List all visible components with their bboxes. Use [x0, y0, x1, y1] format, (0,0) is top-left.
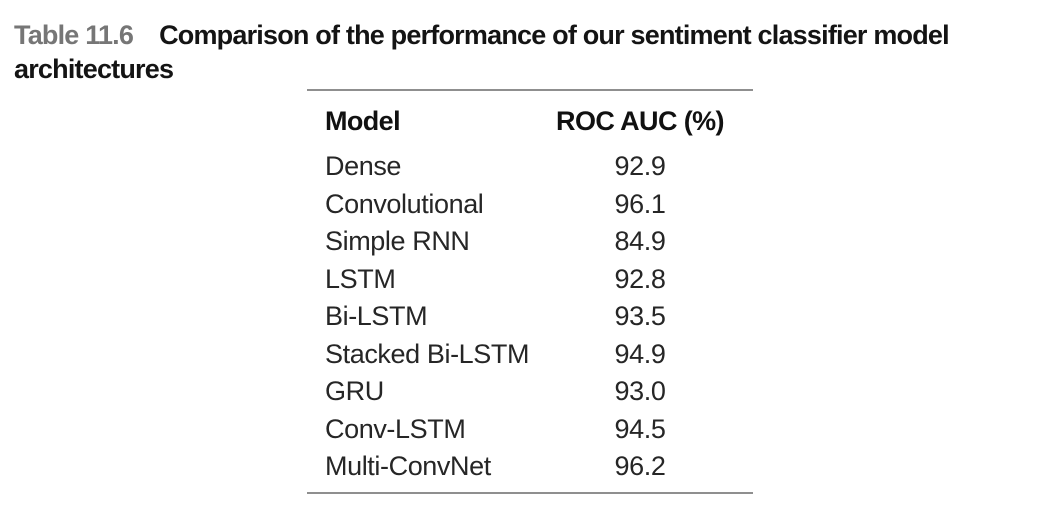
model-cell: Stacked Bi-LSTM — [325, 338, 530, 369]
model-cell: GRU — [325, 376, 384, 406]
table-row: LSTM 92.8 — [307, 261, 753, 299]
model-cell: Conv-LSTM — [325, 413, 466, 444]
roc-auc-cell: 94.9 — [614, 338, 666, 369]
model-cell: Convolutional — [325, 188, 484, 219]
table-header-row: Model ROC AUC (%) — [307, 102, 753, 140]
roc-auc-cell: 96.2 — [614, 451, 666, 481]
table-caption-text: Comparison of the performance of our sen… — [14, 20, 950, 84]
table-row: Stacked Bi-LSTM 94.9 — [307, 336, 753, 374]
roc-auc-cell: 92.9 — [614, 151, 666, 181]
table-row: Convolutional 96.1 — [307, 186, 753, 224]
table-caption: Table 11.6 Comparison of the performance … — [14, 18, 1019, 86]
roc-auc-cell: 92.8 — [614, 263, 666, 294]
table-caption-number: Table 11.6 — [14, 20, 134, 50]
table-row: Dense 92.9 — [307, 148, 753, 186]
roc-auc-cell: 93.5 — [614, 301, 666, 331]
column-header-roc-auc: ROC AUC (%) — [556, 106, 724, 136]
model-cell: Dense — [325, 151, 402, 181]
table-row: Simple RNN 84.9 — [307, 223, 753, 261]
column-header-model: Model — [325, 106, 401, 136]
roc-auc-cell: 94.5 — [614, 413, 666, 444]
comparison-table: Model ROC AUC (%) Dense 92.9 Convolutional… — [307, 89, 753, 494]
table-row: Bi-LSTM 93.5 — [307, 298, 753, 336]
model-cell: Simple RNN — [325, 226, 470, 256]
roc-auc-cell: 84.9 — [614, 226, 666, 256]
roc-auc-cell: 93.0 — [614, 376, 666, 406]
model-cell: Bi-LSTM — [325, 301, 428, 331]
table-row: Conv-LSTM 94.5 — [307, 411, 753, 449]
table-body: Dense 92.9 Convolutional 96.1 Simple RNN 84.9… — [307, 148, 753, 486]
table-row: Multi-ConvNet 96.2 — [307, 448, 753, 486]
roc-auc-cell: 96.1 — [614, 188, 666, 219]
model-cell: Multi-ConvNet — [325, 451, 491, 481]
table-row: GRU 93.0 — [307, 373, 753, 411]
model-cell: LSTM — [325, 263, 396, 294]
